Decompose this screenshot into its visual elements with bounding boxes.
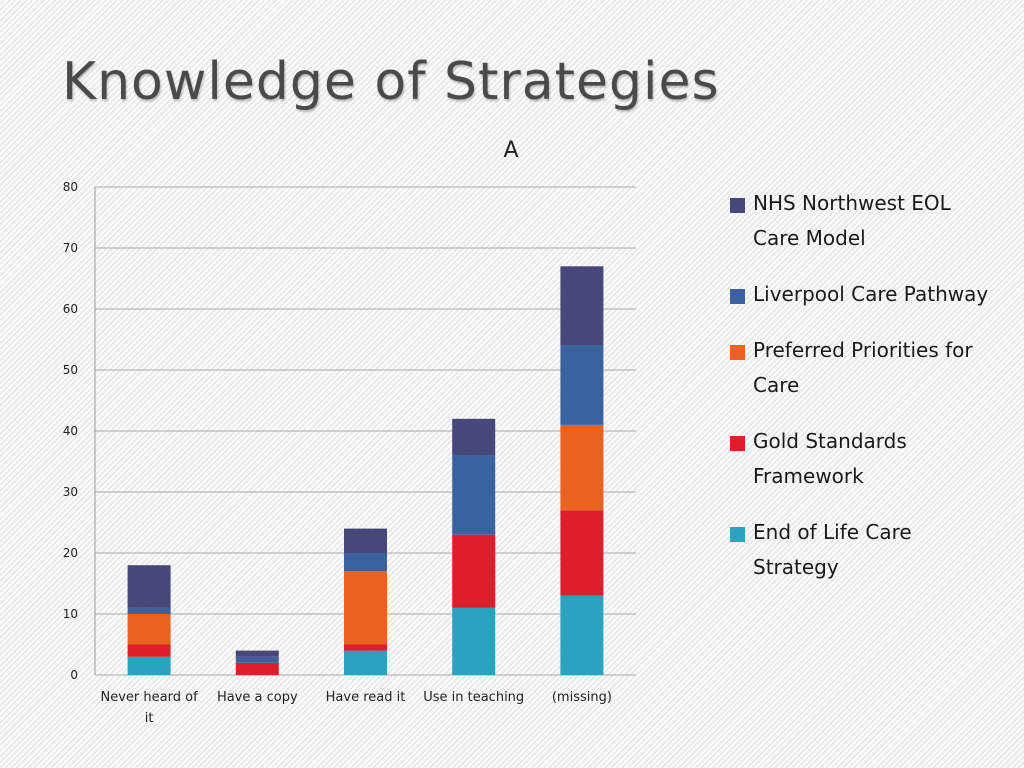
y-tick-label: 0 — [70, 668, 78, 682]
bar-segment — [452, 455, 496, 535]
y-tick-label: 40 — [63, 424, 78, 438]
bar-segment — [344, 528, 387, 553]
bar-segment — [560, 266, 604, 346]
legend-item: Preferred Priorities for Care — [730, 333, 990, 403]
bar-segment — [452, 534, 496, 608]
bar-segment — [452, 607, 496, 675]
bar-segment — [344, 553, 387, 572]
legend-label: Liverpool Care Pathway — [753, 282, 989, 306]
legend-label: Gold Standards Framework — [753, 429, 907, 488]
bar-segment — [127, 565, 171, 608]
bar-segment — [127, 607, 171, 614]
x-tick-label: Have a copy — [217, 690, 298, 705]
bar-segment — [560, 345, 604, 425]
x-tick-label: (missing) — [552, 690, 612, 705]
y-tick-label: 80 — [63, 180, 78, 194]
bar-segment — [344, 644, 387, 651]
x-tick-label: Never heard of it — [101, 690, 199, 726]
y-tick-label: 70 — [63, 241, 78, 255]
y-tick-label: 30 — [63, 485, 78, 499]
legend-label: End of Life Care Strategy — [753, 520, 912, 579]
y-axis-ticks: 0 10 20 30 40 50 60 70 80 — [63, 180, 78, 682]
legend-swatch — [730, 289, 745, 304]
chart-title: A — [503, 138, 518, 163]
legend-item: Liverpool Care Pathway — [730, 277, 990, 312]
y-tick-label: 60 — [63, 302, 78, 316]
legend-item: Gold Standards Framework — [730, 424, 990, 494]
legend-swatch — [730, 345, 745, 360]
y-tick-label: 20 — [63, 546, 78, 560]
bar-segment — [560, 510, 604, 596]
chart-legend: NHS Northwest EOL Care Model Liverpool Ca… — [730, 186, 990, 606]
bar-segment — [127, 656, 171, 675]
y-tick-label: 10 — [63, 607, 78, 621]
bar-segment — [127, 614, 171, 645]
legend-swatch — [730, 436, 745, 451]
x-tick-label: Use in teaching — [423, 690, 524, 705]
bar-segment — [560, 595, 604, 675]
bar-segment — [235, 656, 279, 663]
bar-segment — [235, 662, 279, 675]
legend-label: Preferred Priorities for Care — [753, 338, 973, 397]
x-tick-label: Have read it — [326, 690, 406, 705]
y-tick-label: 50 — [63, 363, 78, 377]
legend-swatch — [730, 527, 745, 542]
legend-label: NHS Northwest EOL Care Model — [753, 191, 951, 250]
bar-segment — [452, 418, 496, 456]
slide-title: Knowledge of Strategies — [62, 52, 720, 112]
legend-item: NHS Northwest EOL Care Model — [730, 186, 990, 256]
bar-segment — [127, 644, 171, 657]
bar-segment — [560, 424, 604, 511]
bar-segment — [344, 650, 387, 675]
bar-segment — [235, 650, 279, 657]
x-axis-ticks: Never heard of it Have a copy Have read it U… — [101, 690, 612, 726]
bars — [127, 266, 604, 675]
legend-swatch — [730, 198, 745, 213]
legend-item: End of Life Care Strategy — [730, 515, 990, 585]
bar-segment — [344, 571, 387, 645]
